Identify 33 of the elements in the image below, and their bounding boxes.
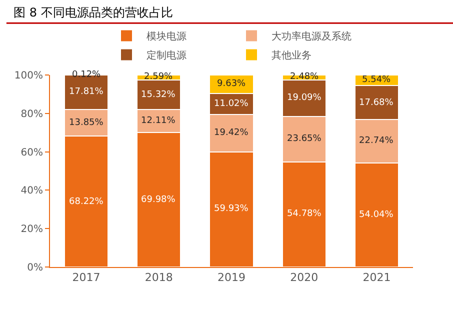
data-label: 59.93% xyxy=(214,204,249,214)
data-label: 54.04% xyxy=(359,210,394,220)
data-label: 5.54% xyxy=(362,75,392,85)
data-label: 68.22% xyxy=(69,197,104,207)
x-tick-label: 2018 xyxy=(144,271,173,284)
legend-label: 其他业务 xyxy=(272,50,312,62)
x-tick-label: 2017 xyxy=(72,271,100,284)
y-tick-label: 0% xyxy=(27,262,43,274)
data-label: 17.68% xyxy=(359,98,394,108)
data-label: 17.81% xyxy=(69,87,104,97)
x-tick-label: 2021 xyxy=(362,271,391,284)
data-label: 19.42% xyxy=(214,128,249,138)
data-label: 9.63% xyxy=(217,79,246,89)
y-tick-label: 60% xyxy=(20,147,43,158)
chart-title: 图 8 不同电源品类的营收占比 xyxy=(14,6,173,20)
legend-label: 定制电源 xyxy=(146,50,186,62)
data-label: 13.85% xyxy=(69,118,104,128)
x-tick-label: 2020 xyxy=(290,271,318,284)
legend-label: 大功率电源及系统 xyxy=(272,30,352,43)
y-tick-label: 100% xyxy=(14,70,43,82)
data-label: 23.65% xyxy=(287,134,322,144)
y-tick-label: 80% xyxy=(20,108,43,120)
legend-label: 模块电源 xyxy=(146,30,186,43)
data-label: 69.98% xyxy=(141,195,176,205)
data-label: 54.78% xyxy=(287,209,322,219)
data-label: 15.32% xyxy=(141,90,176,100)
x-tick-label: 2019 xyxy=(218,271,246,284)
data-label: 22.74% xyxy=(359,136,394,146)
y-tick-label: 40% xyxy=(20,186,43,197)
data-label: 12.11% xyxy=(141,116,176,126)
data-label: 11.02% xyxy=(214,99,249,109)
data-label: 19.09% xyxy=(287,93,322,103)
y-tick-label: 20% xyxy=(20,224,43,236)
